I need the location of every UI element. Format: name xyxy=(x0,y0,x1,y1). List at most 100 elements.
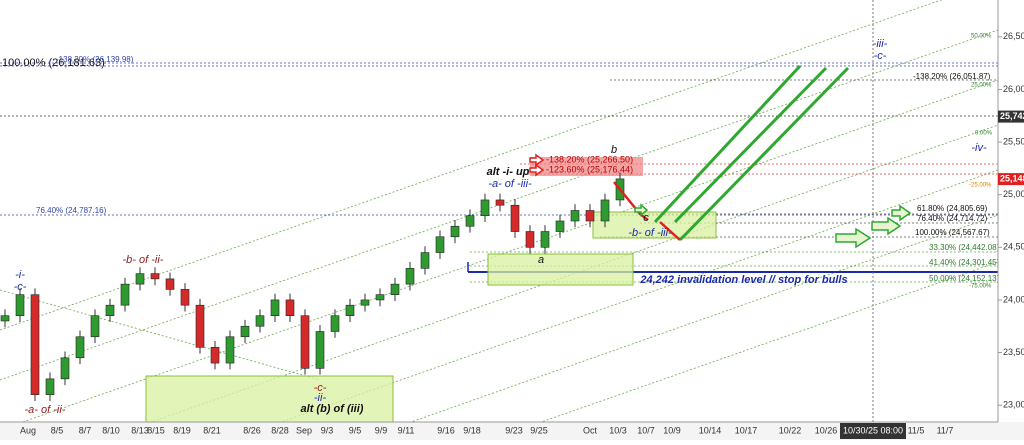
fib-label: -138.20% (25,266.50) xyxy=(546,154,633,164)
x-tick-label: 10/9 xyxy=(663,425,681,435)
x-tick-label: 8/10 xyxy=(102,425,120,435)
x-tick-label: 10/3 xyxy=(609,425,627,435)
candle-body xyxy=(315,331,325,369)
arrows xyxy=(634,203,912,249)
x-tick-label: 11/7 xyxy=(937,425,954,435)
x-cursor-box xyxy=(840,423,906,439)
candle-body xyxy=(480,199,490,217)
x-tick-label: 9/9 xyxy=(375,425,388,435)
y-tick-label: 23,000 xyxy=(1003,400,1024,410)
annotations: -i--c--a- of -ii--b- of -ii--c--ii-alt (… xyxy=(14,38,987,416)
candle-body xyxy=(450,225,460,238)
x-tick-label: 8/15 xyxy=(147,425,165,435)
x-tick-label: 8/21 xyxy=(203,425,221,435)
annotation: alt (b) of (iii) xyxy=(301,403,364,415)
projection-green xyxy=(653,64,850,242)
candle-body xyxy=(540,231,550,248)
annotation: 24,242 invalidation level // stop for bu… xyxy=(639,274,847,286)
x-tick-label: 8/5 xyxy=(51,425,64,435)
x-tick-label: Oct xyxy=(583,425,598,435)
y-tick-label: 25,500 xyxy=(1003,136,1024,146)
x-tick-label: 8/28 xyxy=(271,425,289,435)
candle-body xyxy=(225,336,235,364)
fib-label: 100.00% (26,181.63) xyxy=(2,57,105,69)
candle-body xyxy=(405,268,415,285)
candle-body xyxy=(135,273,145,285)
candle-body xyxy=(570,210,580,222)
y-tick-label: 23,500 xyxy=(1003,347,1024,357)
x-tick-label: 10/30/25 08:00 xyxy=(843,425,903,435)
annotation: alt -i- up xyxy=(487,166,530,178)
price-tag-label: 25,148 xyxy=(1000,173,1024,183)
fib-label: 76.40% (24,787.16) xyxy=(36,206,107,215)
fib-label: 50.00% (24,152.13) xyxy=(929,274,1000,283)
y-axis-bg xyxy=(998,0,1024,440)
candle-body xyxy=(495,199,505,206)
annotation: -b- of -ii- xyxy=(123,254,164,266)
axes: 23,000 23,500 24,000 24,500 25,000 25,500 26,0… xyxy=(20,31,1024,439)
price-tag-label: 25,742 xyxy=(1000,111,1024,121)
annotation: -iv- xyxy=(971,142,987,154)
price-tag-box xyxy=(998,110,1024,123)
candle-body xyxy=(600,199,610,222)
x-tick-label: 9/23 xyxy=(505,425,523,435)
annotation: -ii- xyxy=(314,392,327,404)
candle-body xyxy=(180,289,190,306)
candle-body xyxy=(195,304,205,348)
zones xyxy=(145,211,717,423)
candle-body xyxy=(90,315,100,338)
fib-label: 33.30% (24,442.08) xyxy=(929,243,1000,252)
fib-label: -25.00% xyxy=(969,183,992,189)
fib-label: -75.00% xyxy=(969,284,992,290)
candle-body xyxy=(465,215,475,227)
candle-body xyxy=(525,231,535,248)
y-tick-label: 25,000 xyxy=(1003,189,1024,199)
fib-labels: 100.00% (26,181.63)-138.20% (26,139.98) 7… xyxy=(2,34,1000,290)
candle-body xyxy=(15,294,25,317)
candle-body xyxy=(240,325,250,338)
annotation: -i- xyxy=(15,269,25,281)
candle-body xyxy=(285,299,295,317)
annotation: -a- of -ii- xyxy=(25,404,66,416)
x-tick-label: 9/25 xyxy=(530,425,548,435)
annotation: -iii- xyxy=(873,38,888,50)
candle-body xyxy=(105,304,115,317)
annotation: a xyxy=(538,254,544,266)
target-zone xyxy=(530,157,643,176)
x-tick-label: Aug xyxy=(20,425,36,435)
x-tick-label: 10/22 xyxy=(779,425,802,435)
fib-label: -123.60% (25,176.44) xyxy=(546,164,633,174)
x-tick-label: Sep xyxy=(296,425,312,435)
x-tick-label: 9/5 xyxy=(349,425,362,435)
candle-body xyxy=(585,210,595,222)
x-tick-label: 9/11 xyxy=(398,425,415,435)
candle-body xyxy=(375,294,385,301)
annotation: -b- of -iii- xyxy=(628,227,672,239)
candle-body xyxy=(75,336,85,359)
x-tick-label: 9/18 xyxy=(463,425,481,435)
annotation: c xyxy=(643,212,649,224)
candle-body xyxy=(510,204,520,232)
x-tick-label: 10/14 xyxy=(699,425,722,435)
fib-label: 0.00% xyxy=(975,131,993,137)
fib-label: 50.00% xyxy=(971,34,992,40)
annotation: b xyxy=(611,144,617,156)
candle-body xyxy=(420,252,430,269)
candles xyxy=(0,172,625,401)
candle-body xyxy=(435,236,445,253)
x-tick-label: 10/7 xyxy=(637,425,655,435)
annotation: -c- xyxy=(874,50,887,62)
x-tick-label: 11/5 xyxy=(908,425,925,435)
fib-label: 61.80% (24,805.69) xyxy=(917,204,988,213)
fib-label: 100.00% (24,567.67) xyxy=(915,228,990,237)
x-tick-label: 8/26 xyxy=(243,425,261,435)
fib-label: 76.40% (24,714.72) xyxy=(917,214,988,223)
annotation: -c- xyxy=(314,382,327,394)
x-tick-label: 8/7 xyxy=(79,425,92,435)
candle-body xyxy=(345,304,355,317)
candle-body xyxy=(300,315,310,369)
y-tick-label: 26,500 xyxy=(1003,31,1024,41)
fib-label: -138.20% (26,139.98) xyxy=(56,55,134,64)
candle-body xyxy=(60,357,70,380)
x-tick-label: 10/26 xyxy=(815,425,838,435)
